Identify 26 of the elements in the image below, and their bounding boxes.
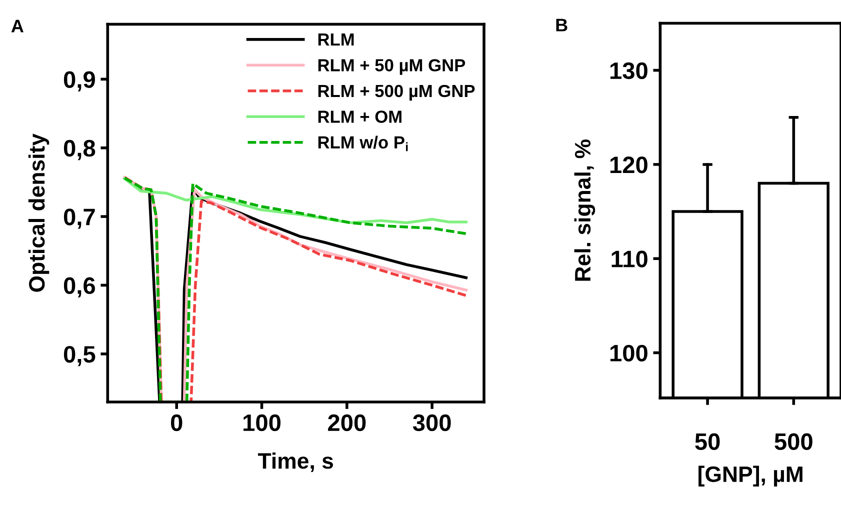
x-tick-label: 50: [695, 433, 720, 450]
y-axis-title: Rel. signal, %: [574, 140, 596, 281]
y-tick-label: 100: [610, 344, 648, 362]
x-tick-label: 200: [328, 414, 366, 432]
legend-label: RLM + 500 µM GNP: [318, 84, 475, 101]
y-tick-label: 0,6: [64, 277, 95, 298]
text: A: [11, 20, 24, 32]
y-tick-label: 0,7: [64, 208, 95, 229]
text: B: [556, 18, 568, 32]
x-tick-label: 100: [244, 414, 280, 432]
y-tick-label: 130: [610, 62, 648, 80]
x-axis-title: Time, s: [258, 452, 334, 472]
x-tick-label: 300: [412, 414, 451, 432]
x-tick-label: 0: [170, 414, 182, 432]
legend-label: RLM w/o P$_{i}$: [318, 136, 408, 152]
y-tick-label: 0,5: [64, 346, 96, 366]
x-axis-title: [GNP], µM: [698, 466, 802, 487]
x-tick-label: 500: [774, 433, 812, 450]
y-tick-label: 110: [612, 250, 648, 268]
y-tick-label: 0,8: [64, 140, 96, 160]
legend-label: RLM: [318, 34, 354, 46]
y-axis-title: Optical density: [28, 134, 50, 292]
legend-label: RLM + OM: [318, 110, 402, 123]
legend-label: RLM + 50 µM GNP: [318, 59, 466, 75]
y-tick-label: 0,9: [64, 71, 95, 92]
y-tick-label: 120: [610, 156, 648, 174]
